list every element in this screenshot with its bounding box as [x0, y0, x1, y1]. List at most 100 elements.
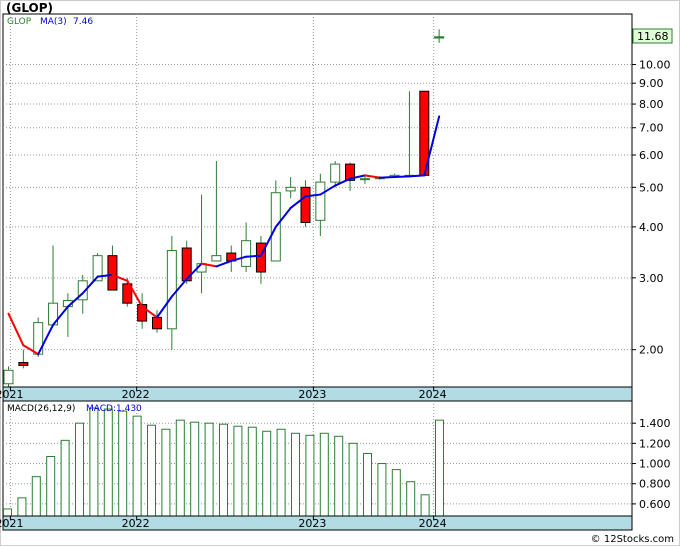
macd-x-axis-labels: 2021 2022 2023 2024	[0, 516, 447, 530]
macd-bar	[363, 452, 372, 517]
ma-segment	[408, 174, 426, 178]
ma-segment	[259, 225, 277, 257]
candle-up	[211, 255, 222, 262]
price-x-label: 2021	[0, 388, 23, 401]
macd-y-tick-label: 1.000	[639, 458, 671, 471]
price-y-tick-label: 8.00	[639, 98, 664, 111]
macd-bar	[103, 408, 113, 517]
macd-bar	[118, 410, 128, 517]
macd-y-tick-label: 1.400	[639, 417, 671, 430]
candle-up	[359, 178, 370, 181]
legend-symbol: GLOP	[7, 17, 32, 27]
price-y-tick-label: 3.00	[639, 272, 664, 285]
ma-segment	[156, 295, 173, 319]
price-x-axis-labels: 2021 2022 2023 2024	[0, 387, 447, 401]
chart-title: (GLOP)	[6, 1, 53, 15]
moving-average-segments	[7, 115, 441, 356]
candle-down	[152, 316, 162, 330]
macd-legend-value: MACD:1.430	[86, 404, 142, 414]
price-y-tick-label: 9.00	[639, 77, 664, 90]
ma-segment	[230, 255, 248, 262]
macd-bar	[247, 426, 257, 517]
macd-bar	[348, 442, 358, 517]
last-price-label: 11.68	[637, 30, 669, 43]
macd-bar	[233, 425, 243, 517]
ma-segment	[7, 312, 25, 347]
price-y-tick-label: 6.00	[639, 149, 664, 162]
candle-up	[77, 280, 88, 301]
ma-segment	[52, 305, 69, 326]
price-y-axis-labels: 2.00 3.00 4.00 5.00 6.00 7.00 8.00 9.00 10.00	[632, 59, 671, 357]
ma-segment	[349, 174, 366, 180]
macd-bar	[435, 419, 444, 517]
macd-x-label: 2021	[0, 517, 23, 530]
ma-segment	[81, 275, 99, 295]
ma-segment	[96, 273, 114, 278]
macd-bar	[319, 432, 329, 517]
candle-up	[166, 250, 177, 330]
price-y-tick-label: 7.00	[639, 122, 664, 135]
macd-bar	[132, 415, 142, 517]
macd-bar	[420, 494, 430, 517]
macd-bar	[262, 430, 272, 517]
candle-down	[107, 255, 118, 291]
macd-x-label: 2022	[122, 517, 150, 530]
macd-bar	[276, 428, 286, 517]
macd-bar	[204, 422, 214, 517]
macd-x-axis-band	[2, 515, 633, 531]
price-gridlines	[3, 14, 632, 387]
ma-segment	[200, 262, 218, 268]
macd-y-tick-label: 0.800	[639, 478, 671, 491]
ma-segment	[170, 278, 188, 298]
legend-ma-value: 7.46	[73, 17, 93, 27]
macd-bar	[60, 439, 70, 517]
candle-down	[18, 362, 29, 366]
ma-segment	[334, 177, 352, 187]
macd-bar	[147, 424, 156, 517]
price-x-label: 2023	[298, 388, 326, 401]
ma-segment	[245, 254, 262, 258]
legend-ma-label: MA(3)	[40, 17, 67, 27]
ma-segment	[185, 262, 203, 281]
price-y-tick-label: 10.00	[639, 59, 671, 72]
macd-x-label: 2023	[298, 517, 326, 530]
last-price-badge	[632, 28, 673, 44]
ma-segment	[22, 344, 40, 356]
macd-y-tick-label: 1.200	[639, 437, 671, 450]
ma-segment	[274, 206, 292, 228]
candle-up	[3, 369, 14, 385]
macd-bar	[377, 463, 387, 517]
price-x-label: 2022	[122, 388, 150, 401]
price-panel: 2.00 3.00 4.00 5.00 6.00 7.00 8.00 9.00 10.00 GL…	[2, 13, 673, 390]
candle-up	[285, 186, 296, 192]
macd-x-label: 2024	[419, 517, 447, 530]
candle-up	[330, 163, 341, 183]
candle-up	[241, 240, 252, 267]
ma-segment	[304, 193, 322, 198]
macd-bar	[17, 497, 27, 517]
macd-bar	[89, 407, 99, 517]
candle-down	[255, 242, 266, 273]
ma-segment	[319, 184, 337, 196]
ma-segment	[393, 175, 411, 179]
candle-down	[345, 163, 356, 181]
macd-y-axis-labels: 0.600 0.800 1.000 1.200 1.400	[632, 417, 671, 511]
candle-down	[181, 247, 192, 282]
credit-text: © 12Stocks.com	[591, 534, 674, 545]
price-y-tick-label: 4.00	[639, 221, 664, 234]
ma-segment	[141, 305, 158, 319]
candle-up	[315, 181, 326, 221]
ma-segment	[289, 195, 307, 209]
macd-bar	[291, 432, 300, 517]
ma-segment	[126, 279, 144, 308]
macd-bar	[219, 423, 228, 517]
macd-bar	[190, 421, 200, 517]
ma-segment	[66, 292, 84, 308]
macd-bar	[46, 455, 56, 517]
candle-down	[300, 186, 311, 223]
candle-up	[92, 255, 103, 282]
macd-bar	[161, 428, 171, 517]
ma-segment	[423, 115, 441, 177]
ma-segment	[111, 273, 129, 282]
